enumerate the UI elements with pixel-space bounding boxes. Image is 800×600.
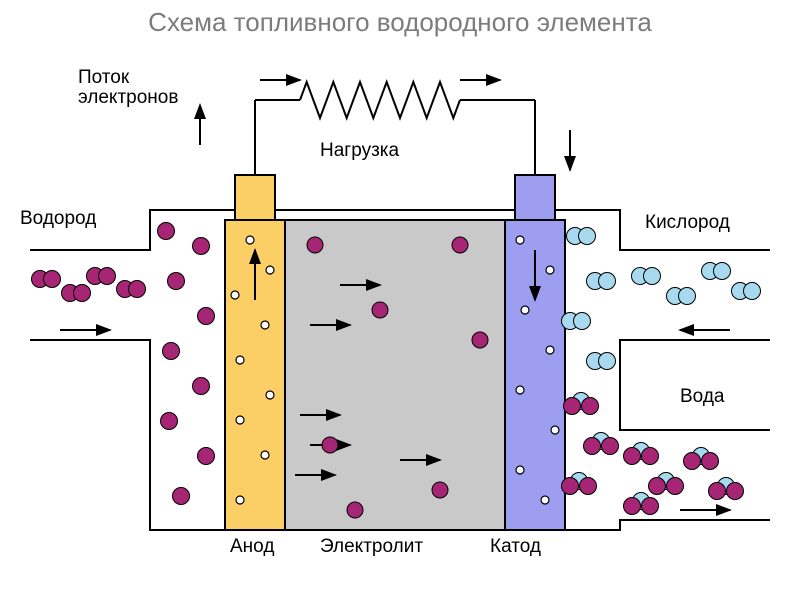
h2-atom [73,284,91,302]
electron-ring [516,386,524,394]
electron-ring [546,346,554,354]
electron-ring [231,291,239,299]
hydrogen-ion [472,332,488,348]
h2-particle [160,412,178,430]
o2-atom [598,272,616,290]
load-resistor [300,82,460,118]
hydrogen-ion [432,482,448,498]
h2-particle [197,447,215,465]
electron-ring [541,496,549,504]
h2o-hydrogen [563,397,581,415]
h2o-hydrogen [561,477,579,495]
o2-atom [598,352,616,370]
h2-atom [98,267,116,285]
o2-atom [578,227,596,245]
hydrogen-ion [347,502,363,518]
hydrogen-ion [322,437,338,453]
electrolyte-region [285,220,505,530]
electron-ring [236,416,244,424]
h2o-hydrogen [581,397,599,415]
hydrogen-ion [372,302,388,318]
electron-ring [516,236,524,244]
h2-particle [172,487,190,505]
o2-atom [743,282,761,300]
h2o-hydrogen [641,497,659,515]
o2-atom [643,267,661,285]
h2o-hydrogen [683,452,701,470]
electron-ring [266,391,274,399]
h2o-hydrogen [583,437,601,455]
h2-particle [192,377,210,395]
electron-ring [521,306,529,314]
h2o-hydrogen [708,482,726,500]
h2-particle [157,222,175,240]
electron-ring [551,426,559,434]
h2o-hydrogen [648,477,666,495]
h2o-hydrogen [666,477,684,495]
electron-ring [236,356,244,364]
h2-particle [197,307,215,325]
h2o-hydrogen [701,452,719,470]
electron-ring [246,236,254,244]
h2o-hydrogen [726,482,744,500]
o2-atom [678,287,696,305]
hydrogen-ion [452,237,468,253]
h2o-hydrogen [601,437,619,455]
hydrogen-ion [307,237,323,253]
h2-atom [128,280,146,298]
h2o-hydrogen [641,447,659,465]
electron-ring [266,266,274,274]
h2o-hydrogen [579,477,597,495]
electron-ring [261,451,269,459]
electron-ring [546,266,554,274]
h2o-hydrogen [623,497,641,515]
electron-ring [516,466,524,474]
o2-atom [573,312,591,330]
anode-terminal [235,175,275,220]
h2-particle [192,237,210,255]
h2-particle [167,272,185,290]
cathode-terminal [515,175,555,220]
h2-atom [43,270,61,288]
o2-atom [713,262,731,280]
h2o-hydrogen [623,447,641,465]
h2-particle [162,342,180,360]
electron-ring [236,496,244,504]
electron-ring [261,321,269,329]
